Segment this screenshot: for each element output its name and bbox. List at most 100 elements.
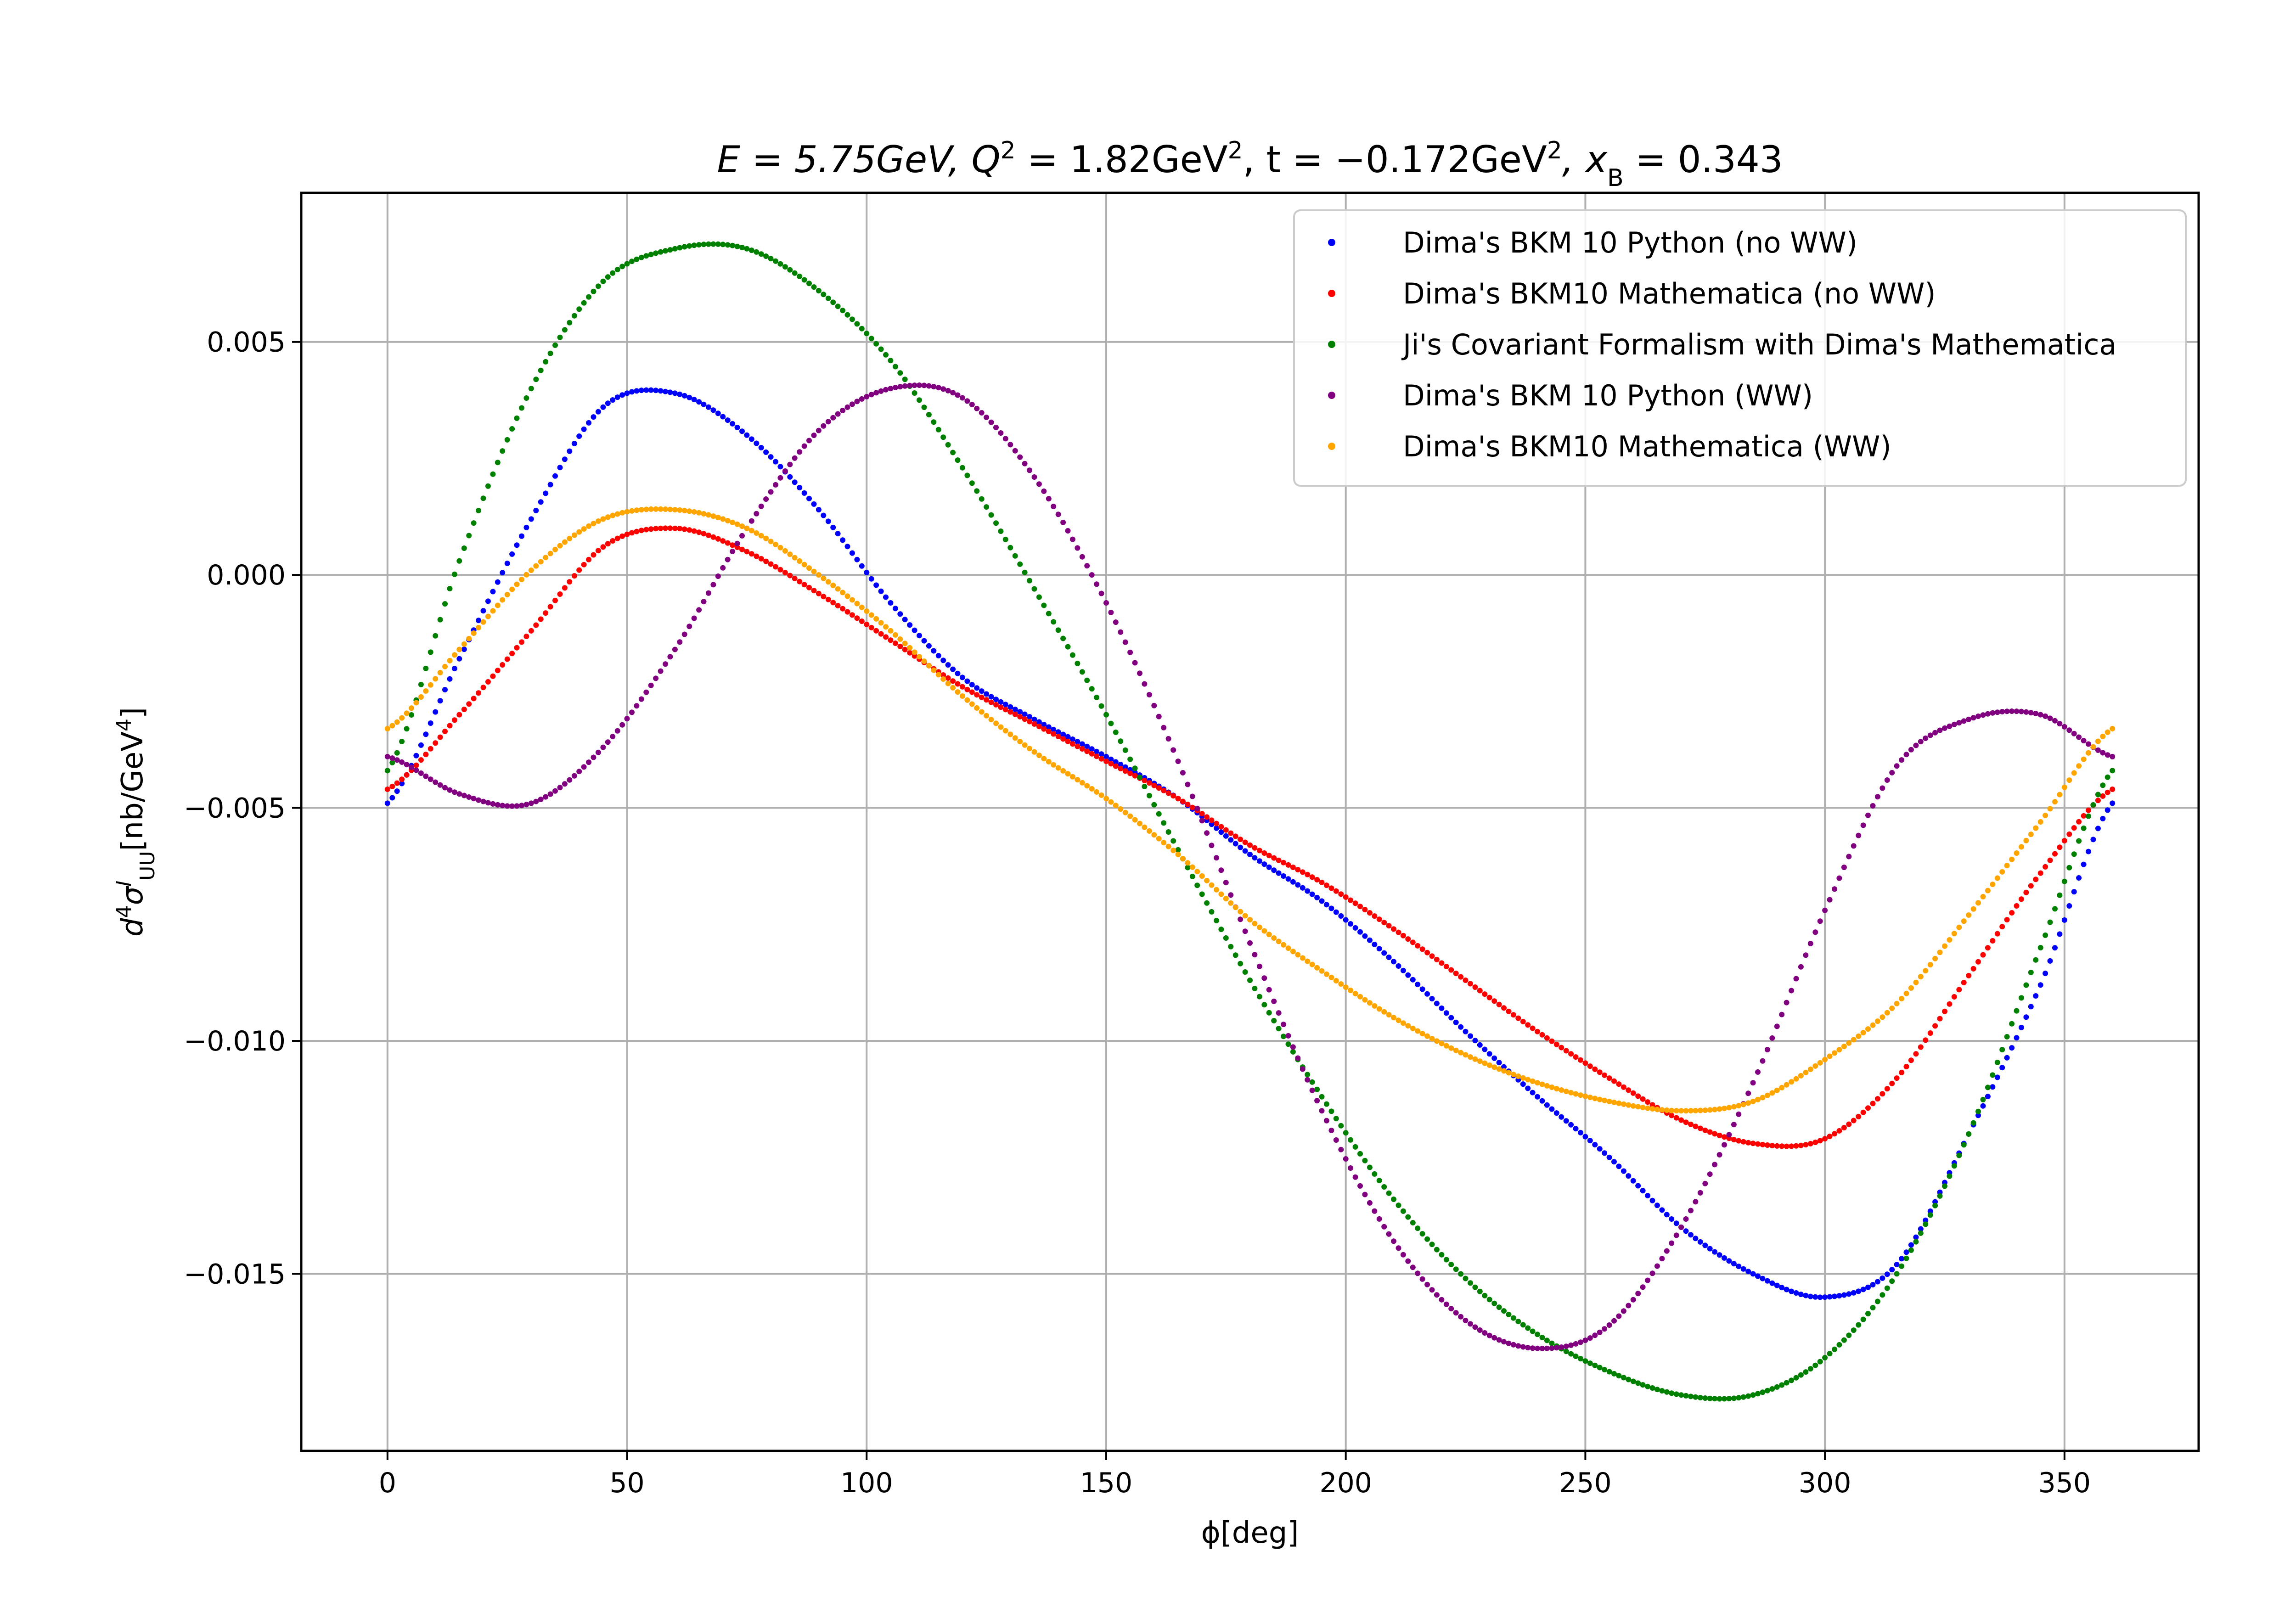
data-point	[1812, 1362, 1818, 1368]
data-point	[1491, 998, 1497, 1004]
data-point	[811, 568, 817, 574]
data-point	[677, 639, 683, 645]
data-point	[988, 699, 994, 705]
data-point	[1214, 887, 1219, 893]
data-point	[461, 707, 467, 712]
data-point	[1856, 1322, 1862, 1328]
data-point	[1266, 987, 1272, 993]
data-point	[748, 247, 754, 253]
data-point	[1357, 929, 1363, 935]
data-point	[1592, 1362, 1598, 1368]
data-point	[1122, 764, 1128, 770]
data-point	[821, 512, 827, 518]
data-point	[2105, 807, 2110, 813]
data-point	[528, 800, 534, 806]
data-point	[1472, 1324, 1478, 1330]
data-point	[1769, 1280, 1775, 1286]
data-point	[471, 796, 477, 802]
data-point	[500, 448, 506, 454]
data-point	[969, 701, 975, 707]
data-point	[404, 762, 410, 768]
data-point	[389, 723, 395, 729]
data-point	[2110, 800, 2116, 806]
data-point	[2061, 878, 2067, 884]
data-point	[447, 657, 453, 663]
data-point	[1645, 1099, 1651, 1105]
data-point	[758, 533, 764, 539]
data-point	[667, 506, 673, 512]
data-point	[1007, 704, 1013, 710]
data-point	[710, 513, 716, 519]
data-point	[1798, 1073, 1804, 1079]
data-point	[1477, 1327, 1483, 1333]
data-point	[1285, 945, 1291, 951]
data-point	[1611, 1078, 1617, 1084]
data-point	[878, 620, 884, 626]
data-point	[1122, 639, 1128, 645]
data-point	[456, 791, 462, 797]
data-point	[1970, 966, 1976, 972]
data-point	[1055, 627, 1061, 633]
data-point	[1113, 763, 1119, 769]
data-point	[1175, 847, 1181, 853]
data-point	[1563, 1048, 1569, 1054]
data-point	[1592, 1096, 1598, 1101]
data-point	[1894, 763, 1900, 769]
data-point	[1333, 1137, 1339, 1143]
data-point	[1300, 955, 1306, 961]
data-point	[1693, 1236, 1699, 1242]
data-point	[2043, 813, 2048, 818]
data-point	[1740, 1139, 1746, 1145]
data-point	[725, 517, 731, 523]
data-point	[1424, 1236, 1430, 1242]
data-point	[1041, 602, 1047, 608]
data-point	[2033, 957, 2039, 963]
data-point	[964, 697, 970, 703]
data-point	[777, 464, 783, 470]
data-point	[1281, 873, 1286, 879]
data-point	[1372, 1003, 1378, 1009]
data-point	[1645, 1193, 1651, 1198]
data-point	[1309, 891, 1315, 897]
data-point	[868, 392, 874, 398]
data-point	[969, 480, 975, 486]
data-point	[734, 425, 740, 430]
data-point	[1012, 711, 1018, 717]
data-point	[1309, 961, 1315, 967]
data-point	[1851, 843, 1857, 849]
data-point	[528, 628, 534, 634]
data-point	[1443, 1043, 1449, 1049]
data-point	[830, 600, 836, 606]
data-point	[1784, 1082, 1790, 1088]
data-point	[1218, 829, 1224, 835]
data-point	[1046, 611, 1052, 617]
data-point	[1745, 1393, 1751, 1399]
data-point	[466, 533, 472, 539]
data-point	[1568, 1351, 1574, 1357]
data-point	[1568, 1090, 1574, 1096]
data-point	[1400, 1020, 1406, 1026]
data-point	[921, 658, 927, 664]
data-point	[1927, 1208, 1933, 1214]
data-point	[720, 538, 726, 544]
data-point	[634, 703, 640, 709]
data-point	[1999, 1047, 2005, 1053]
data-point	[787, 267, 793, 273]
data-point	[447, 586, 453, 591]
data-point	[1630, 1090, 1636, 1096]
data-point	[821, 423, 827, 429]
data-point	[663, 506, 668, 512]
data-point	[1012, 735, 1018, 741]
data-point	[1247, 852, 1253, 857]
data-point	[1722, 1255, 1727, 1261]
data-point	[1501, 1339, 1507, 1345]
data-point	[1247, 978, 1253, 983]
data-point	[1673, 1220, 1679, 1226]
data-point	[797, 558, 803, 564]
data-point	[2028, 832, 2034, 837]
data-point	[1693, 1199, 1699, 1205]
data-point	[1722, 1134, 1727, 1140]
data-point	[2028, 710, 2034, 716]
data-point	[384, 726, 390, 731]
data-point	[710, 582, 716, 588]
